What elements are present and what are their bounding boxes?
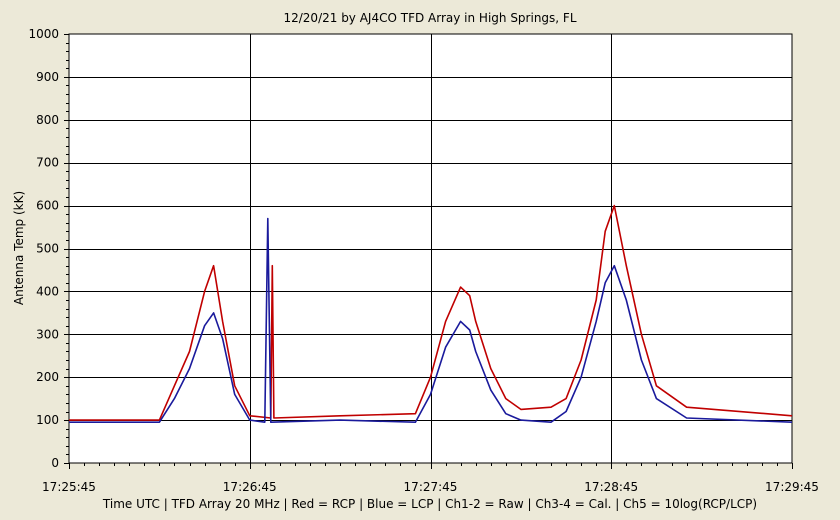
y-tick-label: 100 [36,413,59,427]
series-line-rcp [69,204,793,421]
chart-title: 12/20/21 by AJ4CO TFD Array in High Spri… [283,11,576,25]
y-tick-label: 600 [36,199,59,213]
plot-area [68,33,793,464]
y-tick-label: 500 [36,242,59,256]
x-tick-label: 17:26:45 [223,480,277,494]
y-tick-label: 200 [36,370,59,384]
y-axis-label: Antenna Temp (kK) [12,191,26,305]
y-tick-label: 700 [36,156,59,170]
x-tick-labels: 17:25:45 17:26:45 17:27:45 17:28:45 17:29:45 [42,480,819,494]
x-axis-label: Time UTC | TFD Array 20 MHz | Red = RCP … [102,497,757,511]
x-tick-label: 17:28:45 [584,480,638,494]
y-tick-label: 1000 [28,27,59,41]
minor-ticks [64,34,793,469]
y-tick-label: 0 [51,456,59,470]
x-tick-label: 17:27:45 [404,480,458,494]
series-layer [69,204,793,424]
y-tick-label: 300 [36,327,59,341]
y-tick-label: 800 [36,113,59,127]
x-tick-label: 17:29:45 [765,480,819,494]
series-line-lcp [69,217,793,424]
y-tick-label: 900 [36,70,59,84]
x-tick-label: 17:25:45 [42,480,96,494]
y-tick-label: 400 [36,284,59,298]
y-tick-labels: 0 100 200 300 400 500 600 700 800 900 1000 [28,27,59,470]
